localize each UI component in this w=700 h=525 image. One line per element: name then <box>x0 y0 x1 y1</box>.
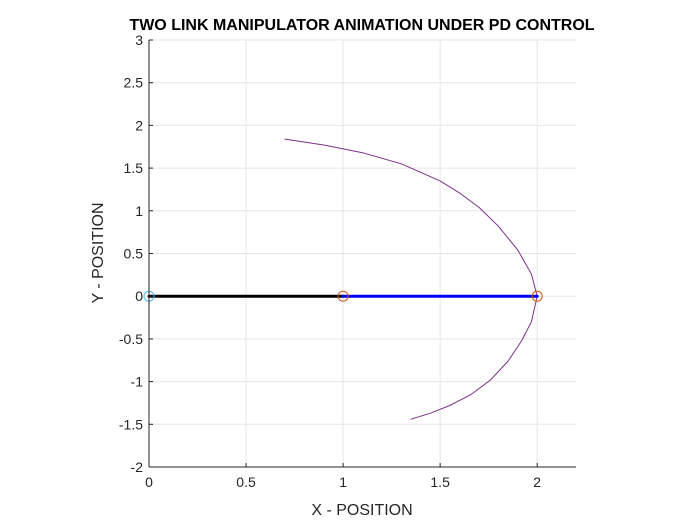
tick-labels: 0 0.5 1 1.5 2 -2 -1.5 -1 -0.5 0 0.5 1 1.5 2 2.5 3 <box>119 32 541 490</box>
y-tick-label: 0.5 <box>124 246 144 262</box>
elbow-joint-marker <box>337 290 349 302</box>
y-tick-label: -1 <box>131 374 144 390</box>
y-tick-label: 2.5 <box>124 75 144 91</box>
chart-title: TWO LINK MANIPULATOR ANIMATION UNDER PD … <box>129 17 594 34</box>
y-tick-label: 2 <box>135 117 143 133</box>
y-tick-label: -1.5 <box>119 416 143 432</box>
x-tick-label: 1 <box>339 474 347 490</box>
y-tick-label: 1.5 <box>124 160 144 176</box>
tick-marks <box>148 39 538 468</box>
y-tick-label: 0 <box>135 288 143 304</box>
y-axis-label: Y - POSITION <box>90 202 107 303</box>
end-effector-trace-line <box>284 138 538 420</box>
y-tick-label: -2 <box>131 459 144 475</box>
series-layer <box>147 138 539 420</box>
end-effector-marker <box>531 290 543 302</box>
x-tick-label: 2 <box>533 474 541 490</box>
y-tick-label: 1 <box>135 203 143 219</box>
x-tick-label: 1.5 <box>430 474 450 490</box>
y-tick-label: 3 <box>135 32 143 48</box>
plot-area: 0 0.5 1 1.5 2 -2 -1.5 -1 -0.5 0 0.5 1 1.5 2 2.5 3 <box>119 32 576 490</box>
y-tick-label: -0.5 <box>119 331 143 347</box>
x-tick-label: 0.5 <box>236 474 256 490</box>
x-tick-label: 0 <box>145 474 153 490</box>
x-axis-label: X - POSITION <box>311 502 412 519</box>
